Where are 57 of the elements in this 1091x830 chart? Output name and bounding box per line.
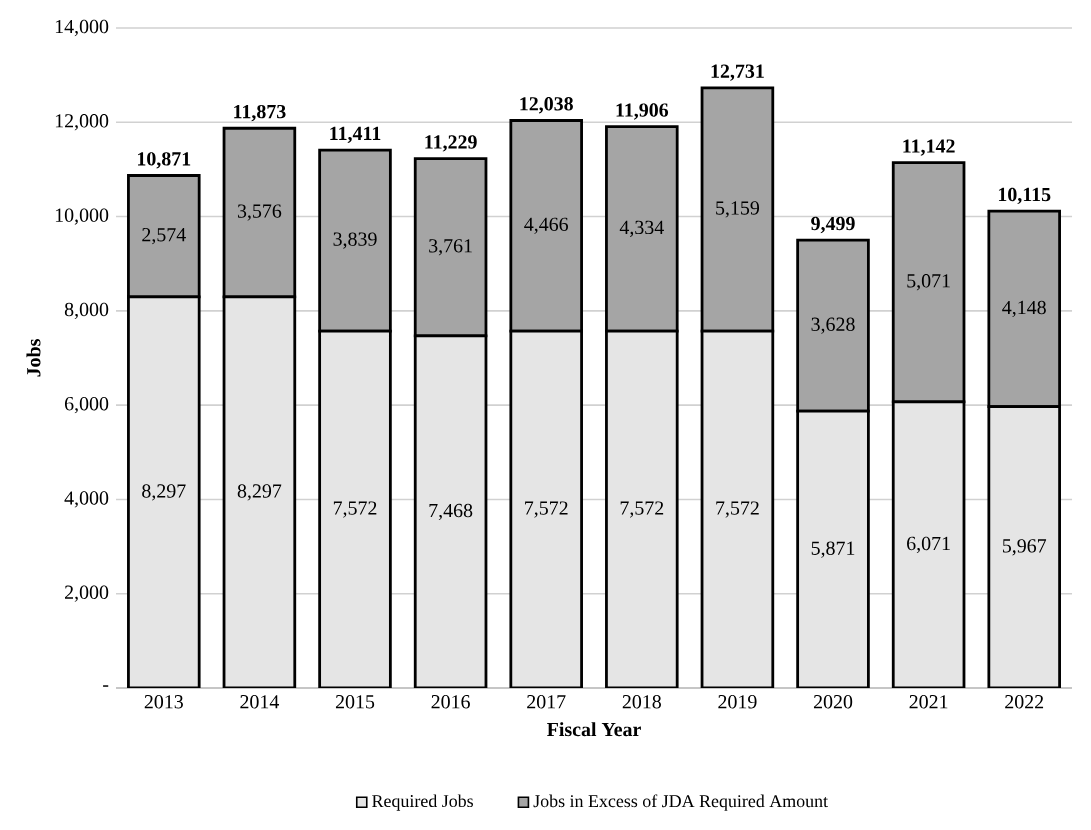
y-axis-title: Jobs bbox=[26, 339, 41, 377]
data-label: 5,071 bbox=[907, 274, 950, 291]
data-label: 3,761 bbox=[429, 239, 472, 256]
total-label: 11,411 bbox=[330, 126, 381, 144]
total-label: 11,873 bbox=[234, 104, 286, 122]
x-tick-label: 2019 bbox=[718, 695, 757, 709]
data-label: 7,468 bbox=[429, 503, 473, 521]
bar bbox=[318, 329, 392, 688]
x-tick-label: 2016 bbox=[431, 695, 470, 709]
total-label: 10,871 bbox=[138, 152, 191, 169]
y-tick-label: 6,000 bbox=[64, 396, 109, 414]
y-tick-label: 12,000 bbox=[55, 114, 109, 131]
total-label: 12,731 bbox=[711, 64, 764, 81]
y-tick-label: - bbox=[103, 685, 109, 687]
total-label: 11,906 bbox=[616, 103, 669, 120]
data-label: 7,572 bbox=[333, 501, 377, 518]
data-label: 3,628 bbox=[811, 317, 855, 334]
data-label: 7,572 bbox=[525, 501, 568, 518]
data-label: 8,297 bbox=[142, 484, 186, 501]
data-label: 2,574 bbox=[142, 228, 186, 245]
total-label: 11,142 bbox=[903, 139, 955, 156]
x-tick-label: 2017 bbox=[527, 695, 566, 709]
y-tick-label: 14,000 bbox=[55, 19, 109, 37]
x-tick-label: 2018 bbox=[622, 695, 661, 709]
bar bbox=[509, 329, 583, 688]
data-label: 8,297 bbox=[237, 484, 282, 501]
data-label: 3,839 bbox=[333, 232, 377, 249]
x-tick-label: 2020 bbox=[813, 695, 853, 709]
data-label: 5,159 bbox=[716, 201, 760, 218]
y-tick-label: 8,000 bbox=[64, 302, 109, 320]
x-tick-label: 2013 bbox=[144, 695, 183, 709]
data-label: 7,572 bbox=[716, 501, 759, 518]
total-label: 11,229 bbox=[425, 135, 477, 152]
data-label: 6,071 bbox=[907, 536, 950, 554]
data-label: 4,466 bbox=[524, 217, 569, 234]
total-label: 9,499 bbox=[811, 216, 855, 234]
total-label: 10,115 bbox=[998, 187, 1051, 205]
x-tick-label: 2021 bbox=[909, 695, 948, 709]
data-label: 5,871 bbox=[811, 541, 855, 558]
x-axis-title: Fiscal Year bbox=[547, 722, 641, 737]
legend-label: Required Jobs bbox=[372, 794, 473, 811]
data-label: 7,572 bbox=[620, 501, 664, 518]
data-label: 4,148 bbox=[1002, 300, 1046, 318]
x-tick-label: 2014 bbox=[240, 695, 280, 709]
data-label: 3,576 bbox=[237, 204, 282, 221]
legend-label: Jobs in Excess of JDA Required Amount bbox=[533, 794, 828, 811]
y-tick-label: 2,000 bbox=[65, 585, 109, 602]
y-tick-label: 10,000 bbox=[55, 208, 109, 225]
data-label: 4,334 bbox=[619, 220, 664, 237]
data-label: 5,967 bbox=[1002, 539, 1047, 556]
x-tick-label: 2022 bbox=[1005, 695, 1044, 709]
bar bbox=[127, 295, 201, 688]
total-label: 12,038 bbox=[520, 97, 573, 114]
x-tick-label: 2015 bbox=[335, 695, 375, 709]
bar bbox=[605, 329, 679, 688]
y-tick-label: 4,000 bbox=[64, 491, 109, 508]
bar bbox=[987, 405, 1061, 688]
